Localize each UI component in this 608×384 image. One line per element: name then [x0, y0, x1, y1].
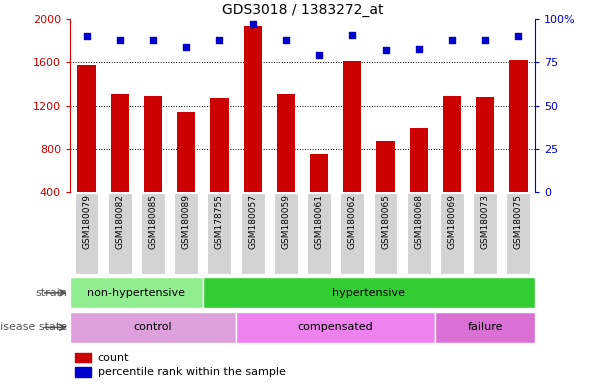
Text: compensated: compensated: [298, 322, 373, 333]
FancyBboxPatch shape: [174, 193, 198, 274]
Point: [81, 33, 91, 40]
Point: [181, 44, 191, 50]
Point: [381, 47, 390, 53]
Text: GSM180068: GSM180068: [414, 194, 423, 250]
Text: GSM178755: GSM178755: [215, 194, 224, 250]
Bar: [111, 94, 129, 235]
Bar: [244, 26, 262, 235]
Bar: [144, 96, 162, 235]
Text: failure: failure: [468, 322, 503, 333]
Text: percentile rank within the sample: percentile rank within the sample: [98, 367, 286, 377]
Bar: [510, 60, 528, 235]
Title: GDS3018 / 1383272_at: GDS3018 / 1383272_at: [222, 3, 383, 17]
Text: GSM180073: GSM180073: [481, 194, 489, 250]
FancyBboxPatch shape: [70, 277, 203, 308]
Bar: [410, 128, 428, 235]
Bar: [75, 353, 91, 362]
Bar: [443, 96, 461, 235]
Point: [347, 32, 357, 38]
Text: non-hypertensive: non-hypertensive: [88, 288, 185, 298]
Bar: [277, 94, 295, 235]
FancyBboxPatch shape: [236, 312, 435, 343]
Text: disease state: disease state: [0, 322, 67, 333]
FancyBboxPatch shape: [473, 193, 497, 274]
Point: [480, 37, 490, 43]
Text: GSM180069: GSM180069: [447, 194, 457, 250]
Bar: [310, 154, 328, 235]
Bar: [75, 367, 91, 377]
Bar: [210, 98, 229, 235]
FancyBboxPatch shape: [203, 277, 535, 308]
Text: GSM180061: GSM180061: [314, 194, 323, 250]
Text: GSM180089: GSM180089: [182, 194, 191, 250]
Bar: [177, 112, 195, 235]
Point: [115, 37, 125, 43]
FancyBboxPatch shape: [307, 193, 331, 274]
Text: GSM180059: GSM180059: [282, 194, 291, 250]
Text: GSM180082: GSM180082: [116, 194, 124, 249]
FancyBboxPatch shape: [108, 193, 132, 274]
FancyBboxPatch shape: [506, 193, 530, 274]
Text: GSM180075: GSM180075: [514, 194, 523, 250]
Bar: [77, 65, 95, 235]
FancyBboxPatch shape: [435, 312, 535, 343]
FancyBboxPatch shape: [340, 193, 364, 274]
Point: [281, 37, 291, 43]
Text: control: control: [134, 322, 172, 333]
Bar: [376, 141, 395, 235]
Text: hypertensive: hypertensive: [333, 288, 406, 298]
Point: [148, 37, 158, 43]
Text: GSM180065: GSM180065: [381, 194, 390, 250]
Text: GSM180062: GSM180062: [348, 194, 357, 249]
Bar: [343, 61, 361, 235]
Text: GSM180085: GSM180085: [148, 194, 157, 250]
Text: strain: strain: [35, 288, 67, 298]
FancyBboxPatch shape: [70, 312, 236, 343]
FancyBboxPatch shape: [241, 193, 264, 274]
FancyBboxPatch shape: [75, 193, 98, 274]
Text: GSM180079: GSM180079: [82, 194, 91, 250]
Point: [215, 37, 224, 43]
Text: GSM180057: GSM180057: [248, 194, 257, 250]
Point: [447, 37, 457, 43]
FancyBboxPatch shape: [207, 193, 232, 274]
FancyBboxPatch shape: [407, 193, 430, 274]
Point: [414, 46, 424, 52]
Point: [248, 22, 258, 28]
FancyBboxPatch shape: [373, 193, 398, 274]
Text: count: count: [98, 353, 130, 362]
FancyBboxPatch shape: [440, 193, 464, 274]
Point: [314, 53, 324, 59]
Bar: [476, 97, 494, 235]
FancyBboxPatch shape: [141, 193, 165, 274]
FancyBboxPatch shape: [274, 193, 298, 274]
Point: [514, 33, 523, 40]
